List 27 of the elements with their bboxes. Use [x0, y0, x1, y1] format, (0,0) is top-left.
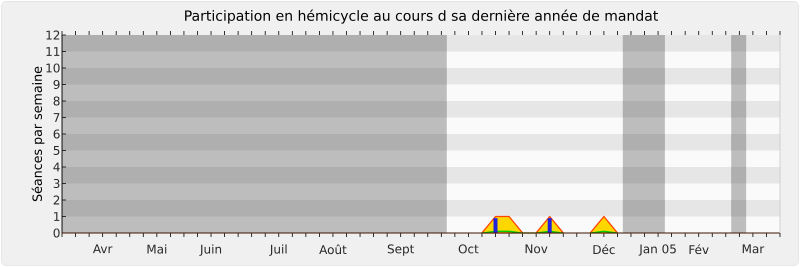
y-tick-label: 6 — [54, 129, 60, 139]
x-tick-label: Fév — [690, 244, 709, 254]
y-tick-label: 12 — [46, 30, 60, 40]
x-tick-label: Jan 05 — [638, 244, 676, 256]
y-tick-label: 1 — [54, 212, 60, 221]
x-tick-label: Sept — [388, 244, 414, 256]
y-tick-label: 3 — [54, 178, 60, 188]
x-tick-label: Août — [319, 244, 346, 254]
y-tick-label: 9 — [54, 80, 60, 90]
x-tick-label: Nov — [526, 244, 548, 254]
y-tick-label: 8 — [54, 96, 60, 106]
x-tick-label: Avr — [92, 244, 112, 254]
x-tick-label: Oct — [458, 244, 478, 254]
y-tick-label: 10 — [46, 63, 60, 73]
chart-title: Participation en hémicycle au cours d sa dernière année de mandat — [185, 10, 658, 24]
y-tick-label: 11 — [46, 47, 60, 56]
x-tick-label: Juil — [269, 244, 287, 256]
x-tick-label: Juin — [199, 244, 222, 256]
x-tick-label: Mar — [742, 244, 764, 254]
y-tick-label: 0 — [54, 228, 60, 238]
x-tick-label: Déc — [593, 244, 615, 254]
y-tick-label: 4 — [53, 162, 60, 172]
y-tick-label: 5 — [54, 146, 60, 155]
y-axis-title: Séances par semaine — [32, 66, 44, 202]
x-tick-label: Mai — [147, 244, 166, 254]
y-tick-label: 2 — [54, 196, 60, 204]
y-tick-label: 7 — [54, 113, 60, 122]
